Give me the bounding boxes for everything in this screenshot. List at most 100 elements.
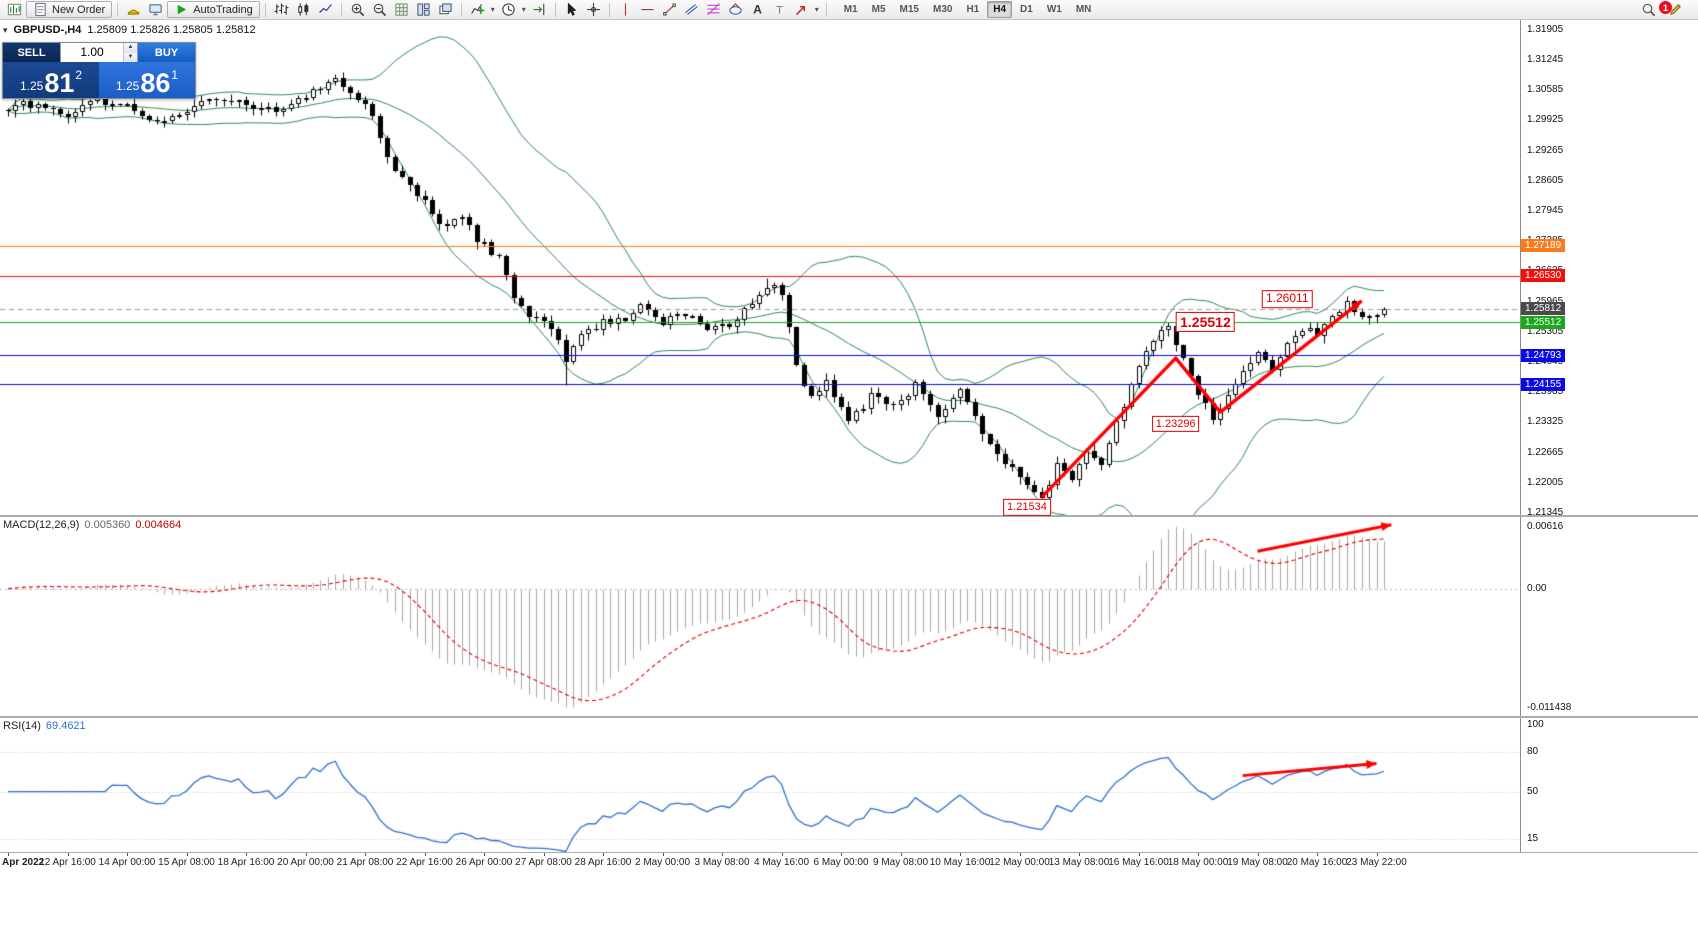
buy-button[interactable]: BUY [138, 43, 195, 62]
label-tool-icon[interactable]: T [769, 1, 790, 19]
timeframe-h1[interactable]: H1 [966, 4, 980, 15]
sell-button[interactable]: SELL [3, 43, 60, 62]
timeframe-mn[interactable]: MN [1075, 4, 1092, 15]
price-axis-tick: 1.25305 [1527, 325, 1564, 337]
trendline-tool-icon[interactable] [659, 1, 680, 19]
time-axis-label: Apr 2022 [2, 857, 45, 868]
rsi-axis-label: 15 [1527, 832, 1539, 844]
price-axis-marker[interactable]: 1.26530 [1521, 269, 1566, 283]
cursor-tool-icon[interactable] [561, 1, 582, 19]
toolbar-separator [608, 2, 610, 17]
time-axis-tick [900, 853, 902, 856]
timeframe-h4[interactable]: H4 [987, 1, 1013, 18]
price-axis-marker[interactable]: 1.25812 [1521, 302, 1566, 316]
line-chart-type-icon[interactable] [315, 1, 336, 19]
buy-price[interactable]: 1.25 86 1 [99, 62, 195, 98]
new-chart-icon[interactable] [4, 1, 25, 19]
price-axis-marker[interactable]: 1.24155 [1521, 377, 1566, 391]
price-annotation[interactable]: 1.26011 [1262, 290, 1313, 308]
chart-symbol-label: GBPUSD-,H4 [13, 24, 82, 36]
macd-axis-label: 0.00 [1527, 582, 1547, 594]
bar-chart-type-icon[interactable] [271, 1, 292, 19]
price-axis-tick: 1.23985 [1527, 386, 1564, 398]
channel-tool-icon[interactable] [681, 1, 702, 19]
expert-advisors-icon[interactable] [123, 1, 144, 19]
price-chart-canvas[interactable] [0, 20, 1520, 515]
periods-icon[interactable] [498, 1, 519, 19]
price-annotation[interactable]: 1.23296 [1151, 415, 1200, 433]
time-axis-tick [1079, 853, 1080, 856]
crosshair-tool-icon[interactable] [583, 1, 604, 19]
timeframe-m5[interactable]: M5 [871, 4, 886, 15]
edit-icon[interactable] [1665, 1, 1686, 19]
macd-panel-canvas[interactable] [0, 517, 1520, 716]
panel-separator[interactable] [0, 515, 1698, 517]
chart-shift-icon[interactable] [529, 1, 550, 19]
time-axis-label: 22 Apr 16:00 [396, 857, 453, 868]
panel-separator[interactable] [0, 716, 1698, 718]
arrows-dropdown-caret-icon[interactable]: ▾ [814, 5, 819, 14]
time-axis-tick [1138, 853, 1140, 856]
periods-dropdown-caret-icon[interactable]: ▾ [521, 5, 526, 14]
search-icon[interactable] [1638, 1, 1659, 19]
time-axis-tick [1257, 853, 1259, 856]
sell-price[interactable]: 1.25 81 2 [3, 62, 99, 98]
arrows-tool-icon[interactable] [791, 1, 812, 19]
time-axis-label: 18 Apr 16:00 [217, 857, 275, 868]
new-order-button[interactable]: New Order [26, 1, 113, 18]
zoom-out-icon[interactable] [369, 1, 390, 19]
time-axis-tick [8, 853, 9, 856]
timeframe-d1[interactable]: D1 [1020, 4, 1033, 15]
time-axis-tick [186, 853, 188, 856]
rsi-name: RSI(14) [3, 720, 41, 732]
time-axis-label: 15 Apr 08:00 [158, 857, 215, 868]
price-axis-tick: 1.25965 [1527, 295, 1564, 307]
volume-value[interactable]: 1.00 [80, 45, 104, 59]
time-axis-tick [246, 853, 247, 856]
indicators-dropdown-caret-icon[interactable]: ▾ [490, 5, 495, 14]
shapes-tool-icon[interactable] [725, 1, 746, 19]
vertical-line-tool-icon[interactable] [615, 1, 636, 19]
panel-separator[interactable] [0, 852, 1698, 853]
time-axis-label: 20 May 16:00 [1286, 857, 1348, 868]
time-axis-label: 28 Apr 16:00 [574, 857, 632, 868]
time-axis-tick [305, 853, 307, 856]
horizontal-line-tool-icon[interactable] [637, 1, 658, 19]
timeframe-w1[interactable]: W1 [1046, 4, 1062, 15]
notification-badge[interactable]: 1 [1659, 1, 1672, 14]
svg-text:T: T [776, 4, 783, 16]
price-axis-tick: 1.21345 [1527, 506, 1564, 518]
price-axis-marker[interactable]: 1.27189 [1521, 239, 1566, 253]
price-axis-marker[interactable]: 1.25512 [1521, 315, 1566, 329]
autotrading-button[interactable]: AutoTrading [167, 1, 260, 18]
time-axis-label: 6 May 00:00 [813, 857, 869, 868]
rsi-panel-canvas[interactable] [0, 718, 1520, 852]
indicators-icon[interactable] [467, 1, 488, 19]
one-click-toggle-icon[interactable]: ▾ [3, 24, 8, 35]
volume-down-icon[interactable]: ▼ [124, 52, 137, 62]
grid-icon[interactable] [391, 1, 412, 19]
time-axis-tick [781, 853, 783, 856]
rsi-axis-label: 100 [1527, 718, 1544, 730]
price-axis-marker[interactable]: 1.24793 [1521, 348, 1566, 362]
text-tool-icon[interactable]: A [747, 1, 768, 19]
timeframe-m15[interactable]: M15 [899, 4, 919, 15]
volume-field[interactable]: 1.00 ▲ ▼ [60, 43, 138, 62]
time-axis-tick [1376, 853, 1378, 856]
terminal-icon[interactable] [145, 1, 166, 19]
timeframe-m1[interactable]: M1 [843, 4, 858, 15]
tile-windows-icon[interactable] [413, 1, 434, 19]
volume-up-icon[interactable]: ▲ [124, 43, 137, 53]
cascade-windows-icon[interactable] [435, 1, 456, 19]
time-axis-label: 10 May 16:00 [929, 857, 991, 868]
candlestick-type-icon[interactable] [293, 1, 314, 19]
timeframe-m30[interactable]: M30 [932, 4, 953, 15]
time-axis-tick [1019, 853, 1021, 856]
price-annotation[interactable]: 1.21534 [1003, 499, 1051, 516]
price-annotation[interactable]: 1.25512 [1176, 311, 1235, 333]
time-axis-label: 2 May 00:00 [634, 857, 691, 868]
fibonacci-tool-icon[interactable] [703, 1, 724, 19]
zoom-in-icon[interactable] [347, 1, 368, 19]
time-axis: Apr 2022 12 Apr 16:00 14 Apr 00:00 15 Apr 0… [0, 853, 1698, 871]
